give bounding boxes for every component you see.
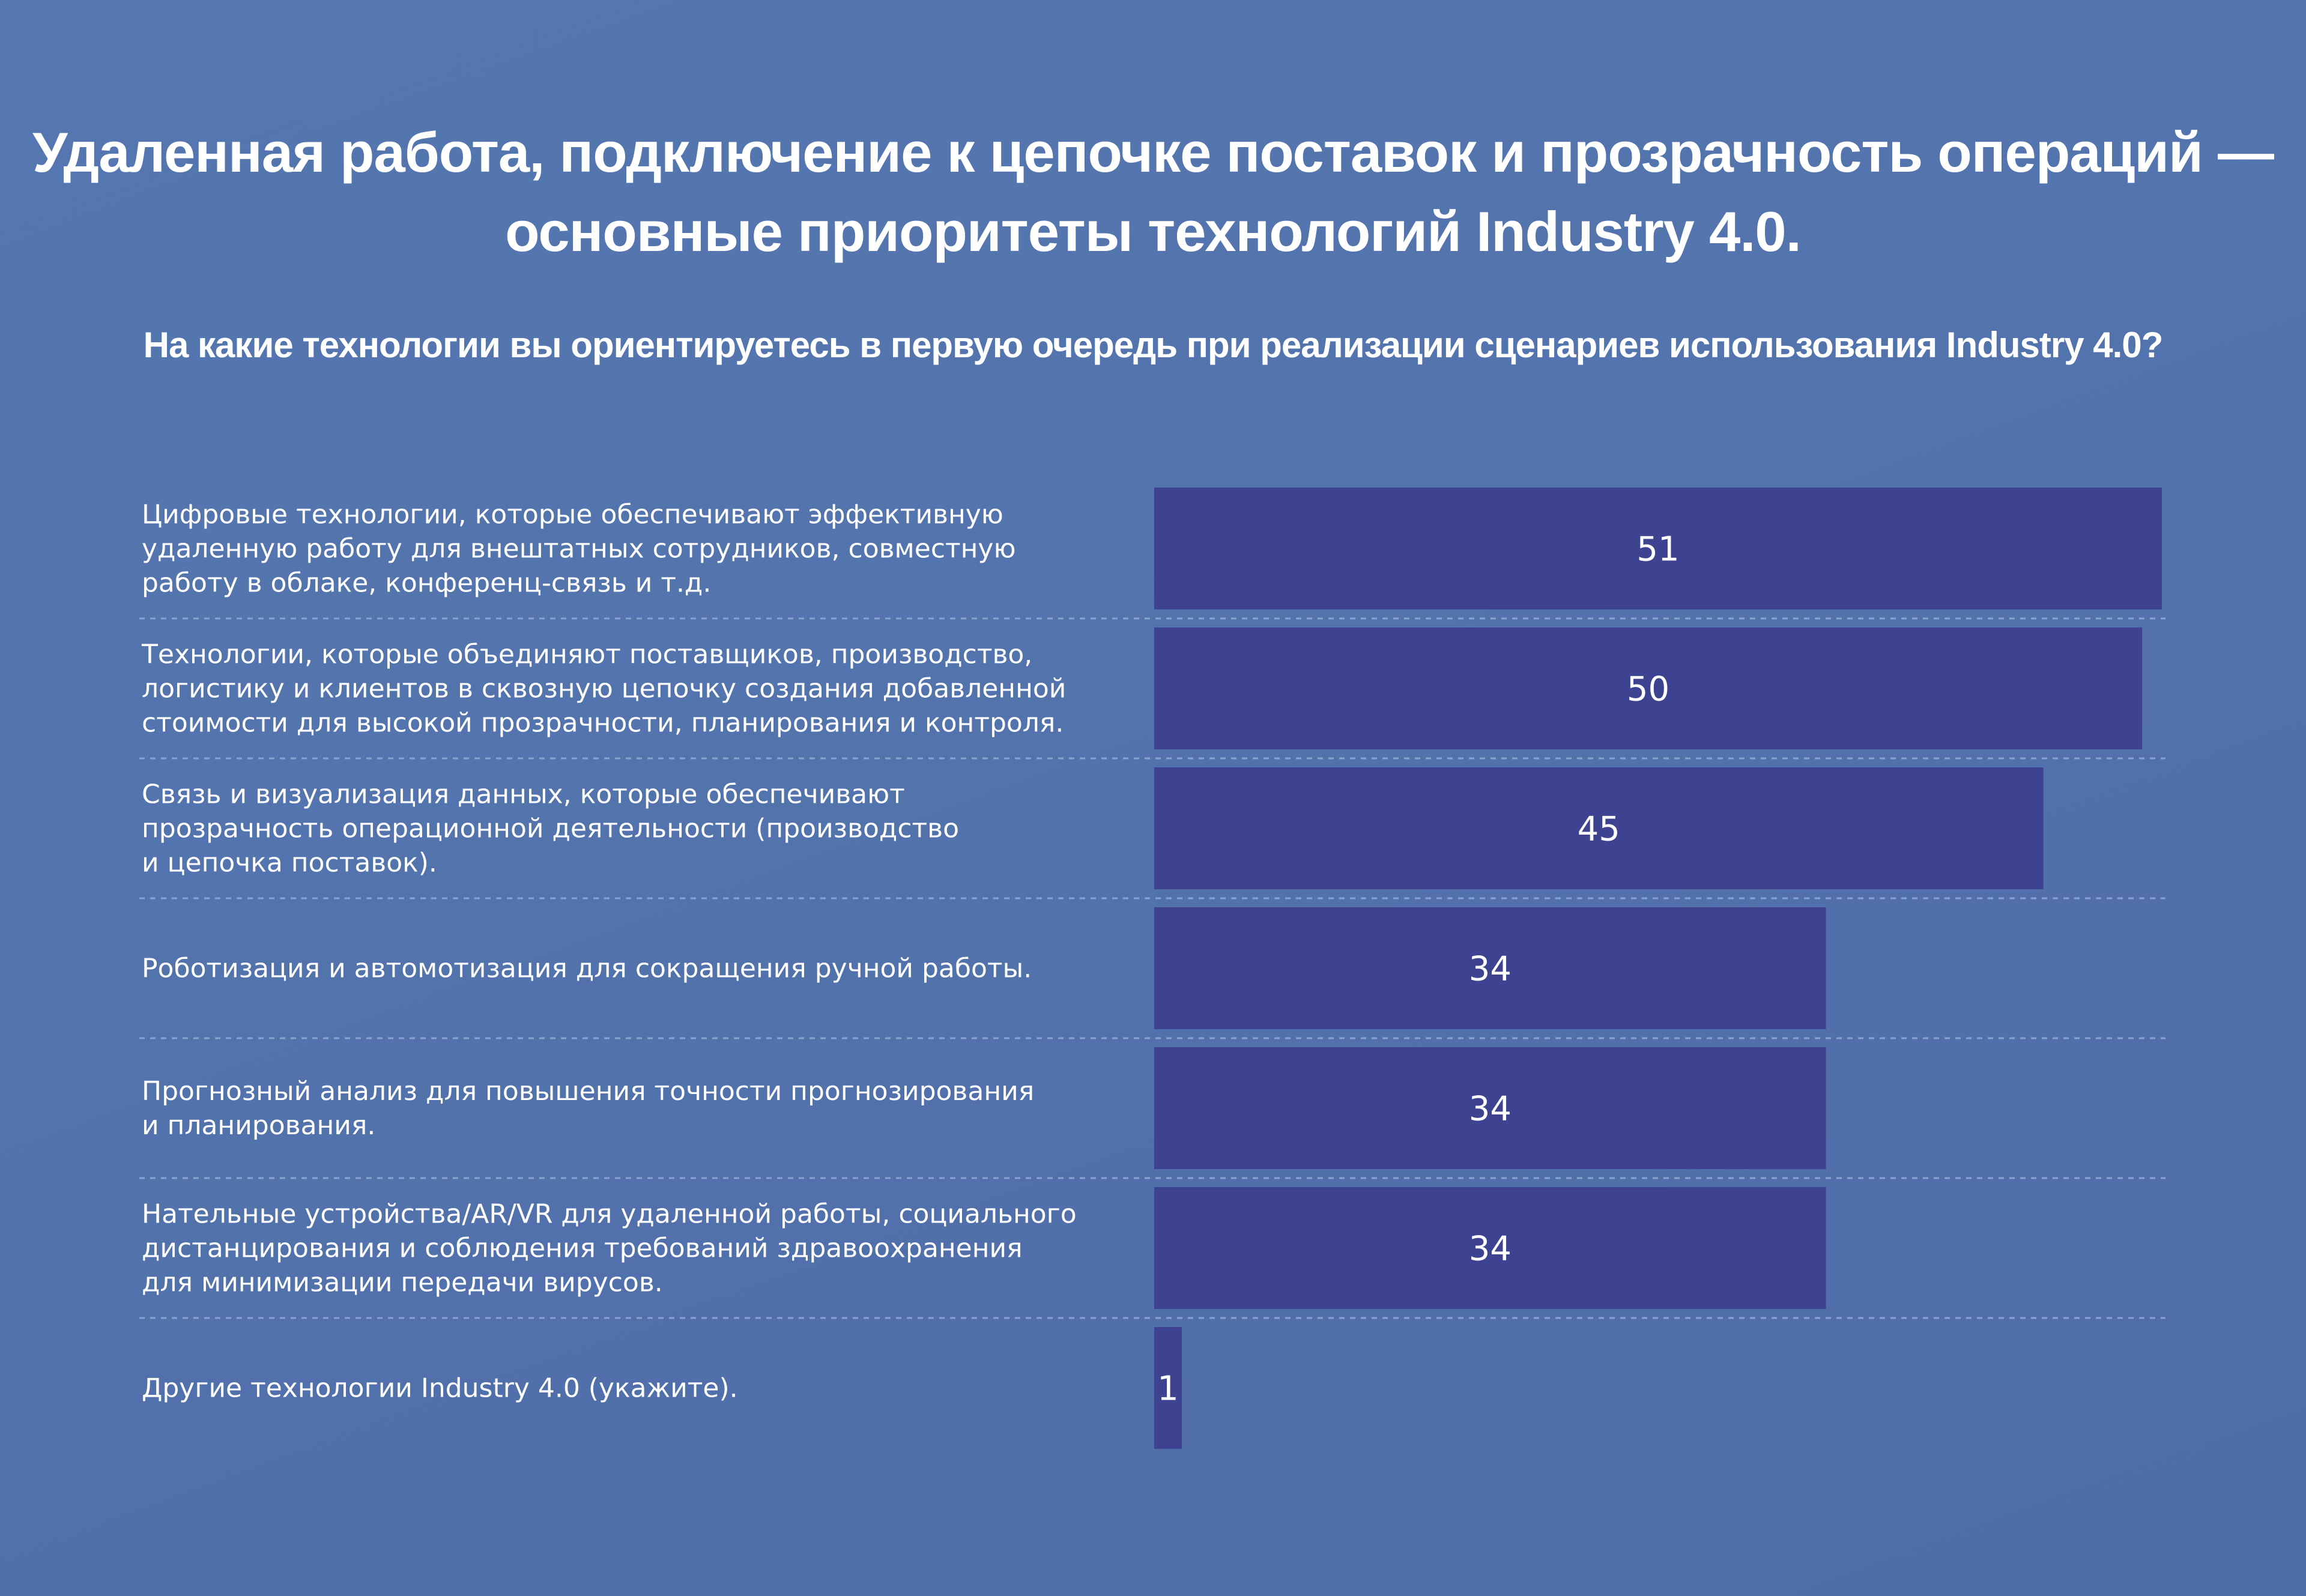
category-label-line: Технологии, которые объединяют поставщик… bbox=[141, 639, 1032, 670]
chart-subtitle: На какие технологии вы ориентируетесь в … bbox=[143, 325, 2164, 365]
bar-value-label: 34 bbox=[1469, 1090, 1512, 1129]
category-label: Прогнозный анализ для повышения точности… bbox=[142, 1076, 1034, 1141]
category-label-line: Нательные устройства/AR/VR для удаленной… bbox=[142, 1199, 1077, 1230]
bar-value-label: 1 bbox=[1157, 1370, 1179, 1409]
category-label-line: прозрачность операционной деятельности (… bbox=[142, 814, 959, 844]
category-label: Связь и визуализация данных, которые обе… bbox=[142, 779, 959, 878]
bar-6 bbox=[1154, 1187, 1826, 1309]
bar-value-label: 34 bbox=[1469, 950, 1512, 989]
bar-2 bbox=[1154, 627, 2143, 749]
bar-5 bbox=[1154, 1047, 1826, 1169]
chart-title-line-2: основные приоритеты технологий Industry … bbox=[505, 200, 1802, 263]
chart-title: Удаленная работа, подключение к цепочке … bbox=[0, 113, 2306, 271]
category-label-line: Связь и визуализация данных, которые обе… bbox=[142, 779, 905, 810]
bar-3 bbox=[1154, 767, 2044, 889]
category-label-line: и цепочка поставок). bbox=[142, 848, 437, 878]
category-label-line: и планирования. bbox=[142, 1110, 375, 1141]
category-label-line: Цифровые технологии, которые обеспечиваю… bbox=[142, 500, 1003, 530]
bar-7 bbox=[1154, 1327, 1182, 1449]
category-label: Цифровые технологии, которые обеспечиваю… bbox=[142, 500, 1015, 599]
bar-4 bbox=[1154, 907, 1826, 1029]
bar-value-label: 51 bbox=[1636, 530, 1679, 569]
category-label: Другие технологии Industry 4.0 (укажите)… bbox=[142, 1373, 738, 1404]
category-label-line: Прогнозный анализ для повышения точности… bbox=[142, 1076, 1034, 1107]
category-label-line: удаленную работу для внештатных сотрудни… bbox=[142, 534, 1015, 564]
category-label-line: Роботизация и автомотизация для сокращен… bbox=[142, 954, 1032, 984]
category-label-line: для минимизации передачи вирусов. bbox=[142, 1268, 663, 1298]
category-label-line: логистику и клиентов в сквозную цепочку … bbox=[142, 674, 1066, 704]
chart-title-line-1: Удаленная работа, подключение к цепочке … bbox=[32, 121, 2274, 184]
bar-1 bbox=[1154, 488, 2162, 609]
category-label-line: работу в облаке, конференц-связь и т.д. bbox=[142, 568, 711, 599]
category-label-line: стоимости для высокой прозрачности, план… bbox=[142, 708, 1064, 739]
bar-value-label: 34 bbox=[1469, 1230, 1512, 1269]
bar-value-label: 45 bbox=[1578, 810, 1620, 849]
category-label: Роботизация и автомотизация для сокращен… bbox=[142, 954, 1032, 984]
category-label: Нательные устройства/AR/VR для удаленной… bbox=[142, 1199, 1077, 1298]
bar-value-label: 50 bbox=[1627, 670, 1669, 709]
category-label-line: дистанцирования и соблюдения требований … bbox=[142, 1233, 1023, 1264]
category-label: Технологии, которые объединяют поставщик… bbox=[141, 639, 1066, 739]
category-label-line: Другие технологии Industry 4.0 (укажите)… bbox=[142, 1373, 738, 1404]
